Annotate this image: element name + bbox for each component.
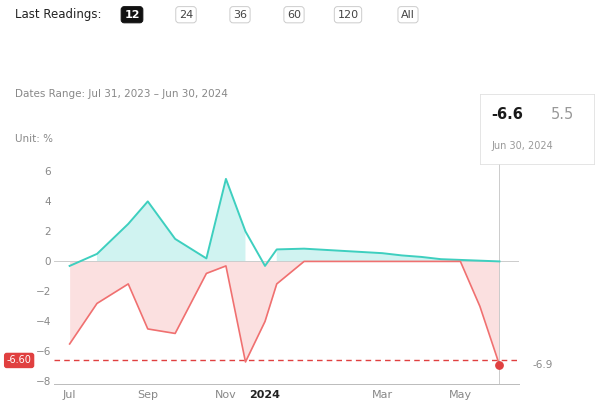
Text: 24: 24 [179, 10, 193, 20]
Text: -6.60: -6.60 [7, 355, 32, 366]
Text: Dates Range: Jul 31, 2023 – Jun 30, 2024: Dates Range: Jul 31, 2023 – Jun 30, 2024 [15, 89, 228, 99]
Text: 5.5: 5.5 [551, 107, 574, 121]
Text: Jun 30, 2024: Jun 30, 2024 [491, 142, 553, 151]
Point [494, 362, 504, 368]
Text: Unit: %: Unit: % [15, 134, 53, 144]
Text: -6.9: -6.9 [533, 360, 553, 370]
Text: 36: 36 [233, 10, 247, 20]
Text: -6.6: -6.6 [491, 107, 523, 121]
Text: All: All [401, 10, 415, 20]
Text: 120: 120 [337, 10, 359, 20]
Text: 12: 12 [124, 10, 140, 20]
Text: Last Readings:: Last Readings: [15, 8, 101, 21]
Text: 60: 60 [287, 10, 301, 20]
